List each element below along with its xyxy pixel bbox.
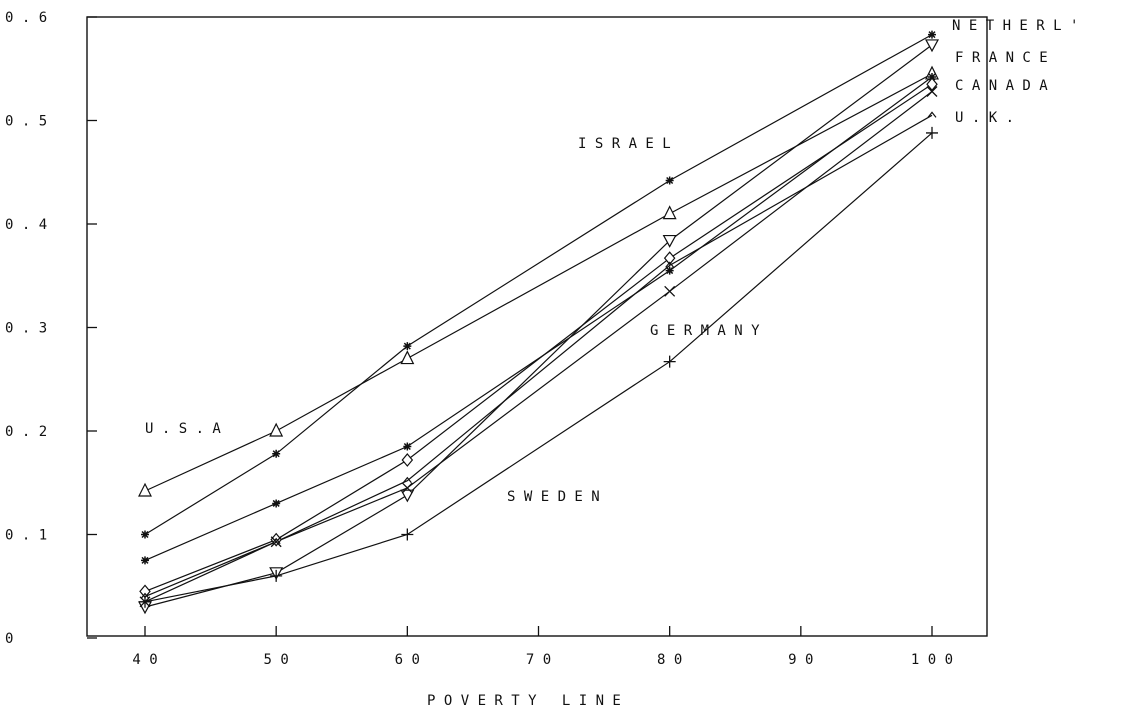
series-label: U . S . A bbox=[145, 421, 221, 437]
y-tick-label: 0 . 3 bbox=[5, 321, 47, 337]
x-tick-label: 8 0 bbox=[657, 652, 682, 668]
asterisk-marker bbox=[928, 73, 936, 82]
asterisk-marker bbox=[272, 449, 281, 458]
series-line bbox=[144, 83, 933, 592]
plus-marker bbox=[270, 569, 283, 582]
plus-marker bbox=[663, 355, 676, 368]
caret-marker bbox=[665, 261, 675, 268]
plus-marker bbox=[926, 126, 938, 139]
series-label: F R A N C E bbox=[955, 50, 1048, 66]
asterisk-marker bbox=[141, 530, 149, 539]
asterisk-marker bbox=[928, 30, 936, 39]
x-marker bbox=[270, 536, 282, 548]
x-axis-label: P O V E R T Y L I N E bbox=[427, 693, 621, 709]
asterisk-marker bbox=[665, 266, 674, 275]
diamond-marker bbox=[401, 453, 414, 467]
x-tick-label: 1 0 0 bbox=[911, 652, 953, 668]
series-labels: U . S . A I S R A E L N E T H E R L ' F R A… bbox=[145, 18, 1078, 505]
series-label: C A N A D A bbox=[955, 78, 1048, 94]
x-tick-label: 6 0 bbox=[395, 652, 420, 668]
x-tick-label: 7 0 bbox=[526, 652, 551, 668]
series-label: I S R A E L bbox=[578, 136, 671, 152]
asterisk-marker bbox=[665, 176, 674, 185]
y-tick-label: 0 . 4 bbox=[5, 217, 47, 233]
x-tick-label: 5 0 bbox=[264, 652, 289, 668]
series-line bbox=[144, 73, 933, 492]
series-lines bbox=[144, 34, 933, 608]
asterisk-marker bbox=[272, 499, 281, 508]
y-tick-label: 0 . 1 bbox=[5, 528, 47, 544]
asterisk-marker bbox=[141, 556, 149, 565]
caret-marker bbox=[402, 476, 412, 484]
x-tick-label: 9 0 bbox=[788, 652, 813, 668]
diamond-marker bbox=[926, 77, 938, 92]
series-label: G E R M A N Y bbox=[650, 323, 760, 339]
triangle-marker bbox=[269, 422, 284, 437]
triangle-down-marker bbox=[400, 489, 415, 503]
x-marker bbox=[401, 482, 413, 494]
triangle-marker bbox=[662, 205, 677, 220]
y-tick-label: 0 . 2 bbox=[5, 424, 47, 440]
x-marker bbox=[664, 285, 676, 297]
plot-frame bbox=[86, 16, 988, 637]
triangle-marker bbox=[400, 350, 415, 365]
series-label: S W E D E N bbox=[507, 489, 600, 505]
plus-marker bbox=[401, 528, 414, 541]
series-markers bbox=[137, 30, 940, 615]
triangle-down-marker bbox=[662, 234, 677, 248]
triangle-down-marker bbox=[924, 39, 940, 53]
series-line bbox=[144, 34, 933, 536]
caret-marker bbox=[140, 592, 150, 599]
y-axis: 0 0 . 1 0 . 2 0 . 3 0 . 4 0 . 5 0 . 6 bbox=[5, 10, 97, 647]
diamond-marker bbox=[663, 251, 676, 266]
triangle-marker bbox=[138, 482, 152, 497]
series-line bbox=[144, 76, 933, 561]
asterisk-marker bbox=[403, 442, 412, 451]
y-tick-label: 0 . 6 bbox=[5, 10, 47, 26]
x-tick-label: 4 0 bbox=[132, 652, 157, 668]
caret-marker bbox=[271, 537, 281, 545]
asterisk-marker bbox=[403, 342, 412, 351]
x-axis: 4 0 5 0 6 0 7 0 8 0 9 0 1 0 0 bbox=[132, 626, 953, 668]
y-tick-label: 0 . 5 bbox=[5, 114, 47, 130]
y-tick-label: 0 bbox=[5, 631, 13, 647]
x-marker bbox=[926, 86, 938, 97]
plus-marker bbox=[139, 595, 151, 608]
series-label: N E T H E R L ' bbox=[952, 18, 1078, 34]
series-label: U . K . bbox=[955, 110, 1014, 126]
series-line bbox=[144, 91, 933, 603]
series-line bbox=[144, 44, 933, 608]
series-line bbox=[144, 114, 933, 598]
caret-marker bbox=[927, 111, 937, 118]
